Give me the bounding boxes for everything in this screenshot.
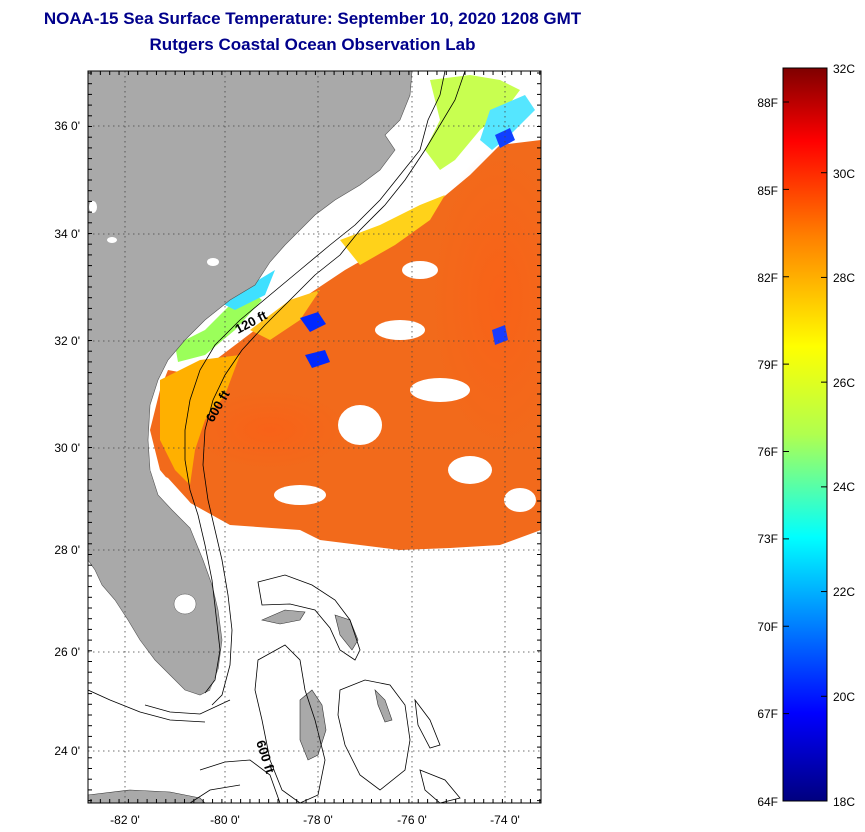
lon-label-76: -76 0' (397, 813, 427, 827)
contour-bahamas-3 (337, 679, 411, 791)
colorbar-c-22: 22C (833, 585, 855, 599)
land-bahamas-grand (261, 609, 306, 625)
fl-east-white-water (150, 470, 232, 700)
contour-bahamas-2 (254, 644, 326, 803)
sst-blue-speck-3 (495, 128, 515, 148)
contour-keys (88, 689, 231, 723)
colorbar-c-20: 20C (833, 690, 855, 704)
colorbar-f-76: 76F (757, 445, 778, 459)
colorbar-f-88: 88F (757, 96, 778, 110)
colorbar-c-32: 32C (833, 62, 855, 76)
sst-cool-north-cyan (480, 95, 535, 150)
lake-okeechobee (173, 593, 197, 615)
sst-coastal-yellow-north (250, 290, 320, 340)
contour-bahamas-1 (257, 574, 361, 661)
inland-lake-2 (107, 237, 117, 243)
contour-cuba (189, 759, 281, 803)
cloud-gap-6 (402, 261, 438, 279)
map-title: NOAA-15 Sea Surface Temperature: Septemb… (43, 9, 582, 28)
sst-green-patch (175, 290, 262, 362)
colorbar-f-85: 85F (757, 184, 778, 198)
colorbar-f-64: 64F (757, 795, 778, 809)
land-cuba-edge (88, 789, 206, 803)
colorbar (782, 67, 828, 802)
contour-120ft (184, 71, 446, 694)
sst-blue-speck-1 (300, 312, 326, 332)
sst-blue-speck-2 (305, 350, 330, 368)
colorbar-c-28: 28C (833, 271, 855, 285)
lon-label-78: -78 0' (303, 813, 333, 827)
contour-bahamas-5 (419, 769, 461, 803)
cloud-gap-7 (504, 488, 536, 512)
lat-label-26: 26 0' (54, 645, 80, 659)
inland-lake-3 (89, 201, 97, 213)
lat-label-30: 30 0' (54, 441, 80, 455)
lat-label-28: 28 0' (54, 543, 80, 557)
sst-coastal-yellow (160, 355, 240, 485)
colorbar-f-82: 82F (757, 271, 778, 285)
lon-label-82: -82 0' (110, 813, 140, 827)
land-bahamas-abaco (334, 614, 359, 651)
contour-600ft (202, 71, 466, 706)
colorbar-f-73: 73F (757, 532, 778, 546)
land-us-east-coast (88, 71, 413, 696)
cloud-gap-1 (338, 405, 382, 445)
cloud-gap-5 (274, 485, 326, 505)
land-bahamas-eleuthera (374, 689, 393, 723)
colorbar-f-70: 70F (757, 620, 778, 634)
land-bahamas-andros (299, 689, 327, 761)
lon-label-80: -80 0' (210, 813, 240, 827)
lon-label-74: -74 0' (490, 813, 520, 827)
lat-label-24: 24 0' (54, 744, 80, 758)
cloud-gap-2 (410, 378, 470, 402)
sst-cool-north (425, 75, 520, 170)
colorbar-c-24: 24C (833, 480, 855, 494)
cloud-gap-3 (375, 320, 425, 340)
sst-hot-core (430, 150, 541, 450)
sst-hot-core-south (190, 390, 350, 470)
colorbar-c-30: 30C (833, 167, 855, 181)
colorbar-c-26: 26C (833, 376, 855, 390)
sst-blue-speck-5 (492, 325, 508, 345)
colorbar-c-18: 18C (833, 795, 855, 809)
lat-label-34: 34 0' (54, 227, 80, 241)
inland-lake-1 (207, 258, 219, 266)
lat-label-32: 32 0' (54, 334, 80, 348)
cloud-gap-4 (448, 456, 492, 484)
map-subtitle: Rutgers Coastal Ocean Observation Lab (149, 35, 476, 54)
contour-bahamas-4 (414, 698, 441, 749)
sst-mid-band (340, 195, 445, 265)
lat-label-36: 36 0' (54, 119, 80, 133)
colorbar-f-79: 79F (757, 358, 778, 372)
colorbar-f-67: 67F (757, 707, 778, 721)
